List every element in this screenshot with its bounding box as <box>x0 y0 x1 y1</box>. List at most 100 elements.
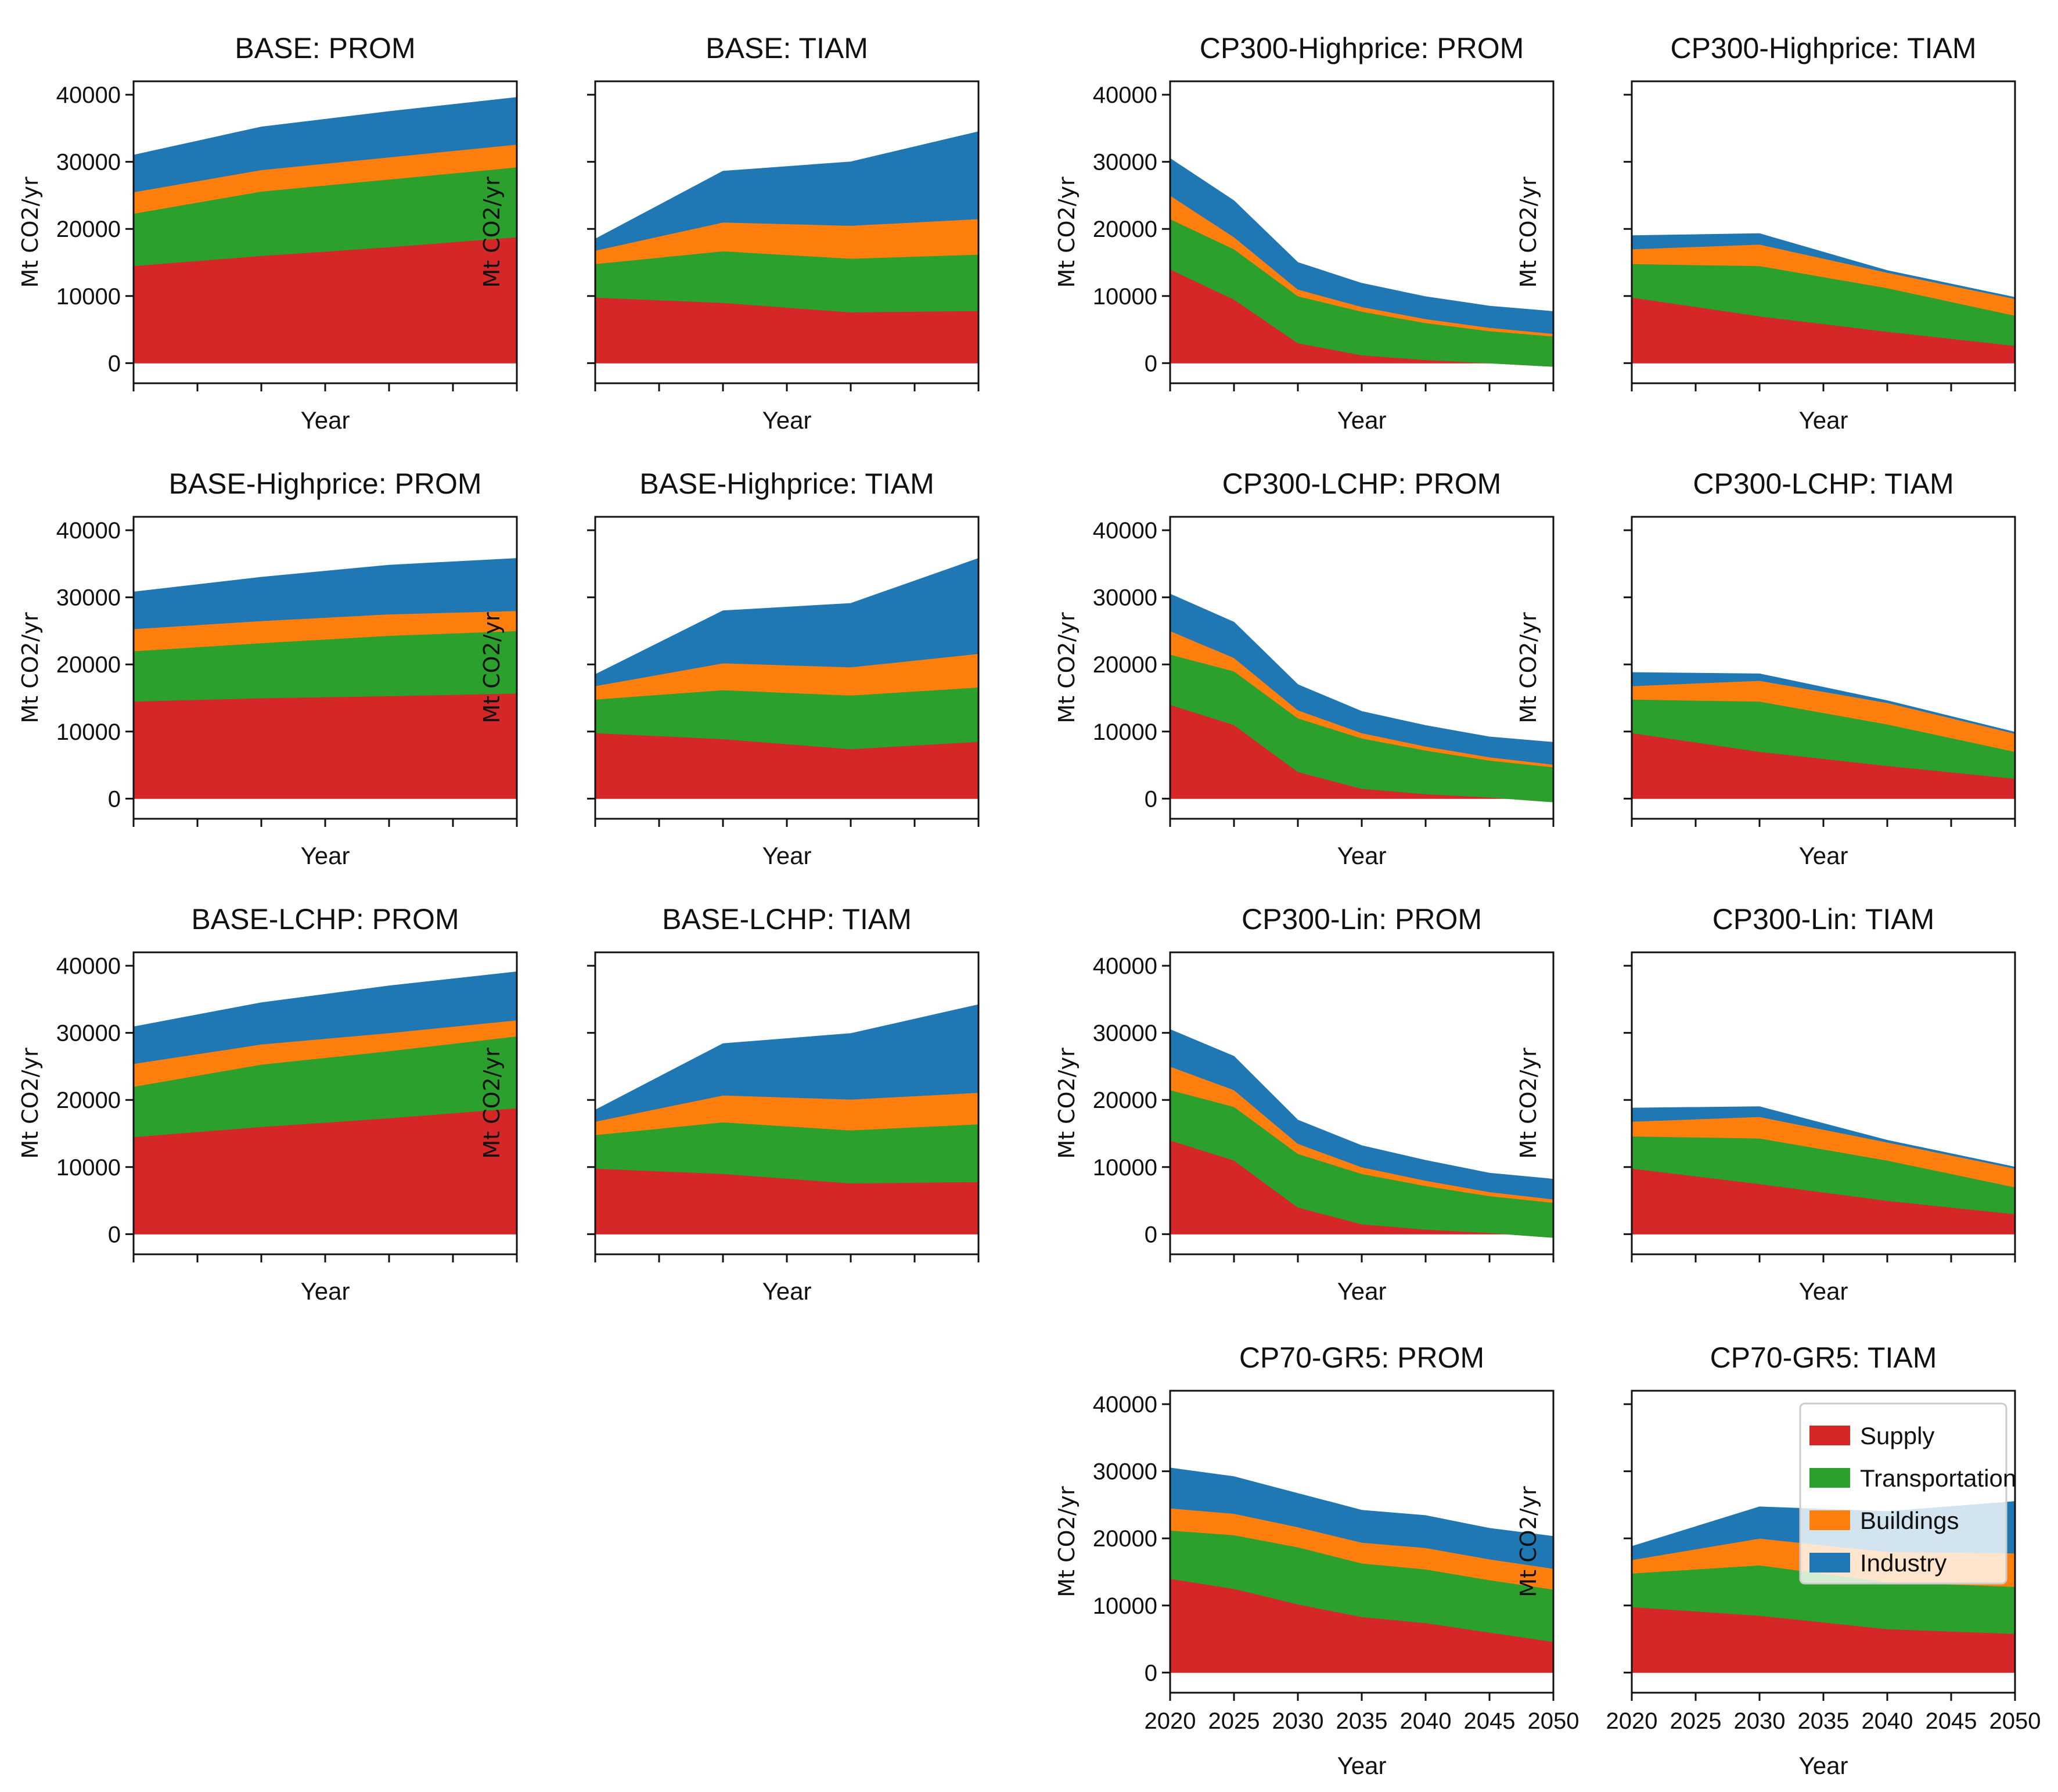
x-tick-label: 2050 <box>1528 1708 1580 1734</box>
panel-cp300-lin-tiam: CP300-Lin: TIAM Year Mt CO2/yr <box>1516 903 2016 1305</box>
y-axis-label: Mt CO2/yr <box>17 1048 43 1159</box>
y-tick-label: 40000 <box>56 953 121 979</box>
legend-label-supply: Supply <box>1860 1422 1934 1449</box>
y-tick-label: 30000 <box>56 585 121 611</box>
panel-title: BASE-LCHP: PROM <box>191 903 459 935</box>
x-axis-label: Year <box>301 842 350 869</box>
panel-title: BASE-LCHP: TIAM <box>662 903 912 935</box>
y-tick-label: 40000 <box>1093 953 1157 979</box>
y-tick-label: 30000 <box>56 150 121 175</box>
y-axis-label: Mt CO2/yr <box>479 612 505 724</box>
x-axis-label: Year <box>1799 1278 1848 1305</box>
x-tick-label: 2020 <box>1145 1708 1196 1734</box>
y-tick-label: 30000 <box>56 1021 121 1046</box>
y-tick-label: 20000 <box>1093 1526 1157 1552</box>
panel-cp70-gr5-prom: 0 10000 20000 30000 40000 2020 2025 2030 2035 204… <box>1054 1341 1579 1779</box>
y-tick-label: 0 <box>108 351 121 376</box>
y-tick-label: 40000 <box>56 82 121 108</box>
y-tick-label: 0 <box>1145 1660 1157 1686</box>
y-tick-label: 20000 <box>56 217 121 242</box>
x-tick-label: 2025 <box>1208 1708 1260 1734</box>
x-axis-label: Year <box>1337 1278 1387 1305</box>
area-supply <box>133 693 517 799</box>
y-axis-label: Mt CO2/yr <box>17 177 43 288</box>
y-tick-label: 0 <box>1145 1222 1157 1247</box>
panel-cp300-highprice-tiam: CP300-Highprice: TIAM Year Mt CO2/yr <box>1516 32 2016 434</box>
y-axis-label: Mt CO2/yr <box>1054 1048 1080 1159</box>
y-tick-label: 20000 <box>1093 217 1157 242</box>
y-tick-label: 40000 <box>56 518 121 544</box>
x-tick-label: 2025 <box>1670 1708 1722 1734</box>
x-tick-label: 2020 <box>1606 1708 1658 1734</box>
y-tick-label: 0 <box>1145 786 1157 812</box>
x-axis-label: Year <box>301 1278 350 1305</box>
y-tick-label: 20000 <box>1093 652 1157 678</box>
panel-base-highprice-prom: 0 10000 20000 30000 40000 BASE-Highprice: PRO… <box>17 467 518 869</box>
x-axis-label: Year <box>762 1278 812 1305</box>
panel-base-tiam: BASE: TIAM Year Mt CO2/yr <box>479 32 980 434</box>
panel-title: CP70-GR5: PROM <box>1239 1341 1484 1374</box>
legend-swatch-industry <box>1809 1553 1850 1573</box>
legend: Supply Transportation Buildings Industry <box>1799 1402 2016 1585</box>
panel-base-highprice-tiam: BASE-Highprice: TIAM Year Mt CO2/yr <box>479 467 980 869</box>
panel-title: CP300-Highprice: PROM <box>1200 32 1524 64</box>
x-axis-label: Year <box>1337 406 1387 434</box>
panel-title: BASE-Highprice: TIAM <box>639 467 934 500</box>
x-axis-label: Year <box>1799 1752 1848 1779</box>
y-tick-label: 20000 <box>1093 1088 1157 1113</box>
legend-swatch-supply <box>1809 1426 1850 1445</box>
legend-box <box>1799 1402 2007 1585</box>
panel-title: CP70-GR5: TIAM <box>1710 1341 1937 1374</box>
y-tick-label: 10000 <box>1093 1593 1157 1619</box>
y-axis-label: Mt CO2/yr <box>1516 612 1541 724</box>
legend-swatch-transportation <box>1809 1468 1850 1488</box>
x-tick-label: 2035 <box>1336 1708 1388 1734</box>
panel-cp300-lchp-prom: 0 10000 20000 30000 40000 CP300-LCHP: PROM Yea… <box>1054 467 1555 869</box>
panel-cp300-highprice-prom: 0 10000 20000 30000 40000 CP300-Highprice: PR… <box>1054 32 1555 434</box>
legend-label-industry: Industry <box>1860 1549 1947 1577</box>
x-axis-label: Year <box>1799 842 1848 869</box>
panel-cp300-lin-prom: 0 10000 20000 30000 40000 CP300-Lin: PROM Year… <box>1054 903 1555 1305</box>
panel-base-lchp-tiam: BASE-LCHP: TIAM Year Mt CO2/yr <box>479 903 980 1305</box>
panel-title: BASE: PROM <box>235 32 415 64</box>
x-axis-label: Year <box>1337 1752 1387 1779</box>
y-tick-label: 10000 <box>1093 1155 1157 1181</box>
y-tick-label: 20000 <box>56 1088 121 1113</box>
panel-title: BASE-Highprice: PROM <box>168 467 481 500</box>
x-axis-label: Year <box>762 842 812 869</box>
y-tick-label: 10000 <box>56 284 121 310</box>
legend-swatch-buildings <box>1809 1510 1850 1530</box>
y-tick-label: 30000 <box>1093 150 1157 175</box>
panel-base-prom: 0 10000 20000 30000 40000 BASE: PROM Year Mt CO… <box>17 32 518 434</box>
y-axis-label: Mt CO2/yr <box>1054 612 1080 724</box>
y-tick-label: 30000 <box>1093 585 1157 611</box>
panel-base-lchp-prom: 0 10000 20000 30000 40000 BASE-LCHP: PROM Year… <box>17 903 518 1305</box>
x-axis-label: Year <box>301 406 350 434</box>
x-axis-label: Year <box>1337 842 1387 869</box>
x-tick-label: 2040 <box>1400 1708 1452 1734</box>
y-tick-label: 0 <box>1145 351 1157 376</box>
panel-title: CP300-Lin: PROM <box>1242 903 1482 935</box>
panel-title: BASE: TIAM <box>706 32 868 64</box>
panel-title: CP300-LCHP: PROM <box>1222 467 1502 500</box>
y-tick-label: 0 <box>108 1222 121 1247</box>
legend-label-buildings: Buildings <box>1860 1507 1959 1534</box>
y-tick-label: 10000 <box>56 1155 121 1181</box>
y-tick-label: 30000 <box>1093 1021 1157 1046</box>
legend-label-transportation: Transportation <box>1860 1464 2016 1492</box>
y-axis-label: Mt CO2/yr <box>1516 1048 1541 1159</box>
panel-cp300-lchp-tiam: CP300-LCHP: TIAM Year Mt CO2/yr <box>1516 467 2016 869</box>
y-axis-label: Mt CO2/yr <box>1516 177 1541 288</box>
x-tick-label: 2030 <box>1734 1708 1786 1734</box>
y-tick-label: 10000 <box>1093 719 1157 745</box>
x-axis-label: Year <box>1799 406 1848 434</box>
y-axis-label: Mt CO2/yr <box>1054 177 1080 288</box>
x-tick-label: 2035 <box>1798 1708 1850 1734</box>
x-tick-label: 2030 <box>1272 1708 1324 1734</box>
x-axis-label: Year <box>762 406 812 434</box>
y-tick-label: 10000 <box>56 719 121 745</box>
y-axis-label: Mt CO2/yr <box>17 612 43 724</box>
y-tick-label: 40000 <box>1093 1392 1157 1417</box>
x-tick-label: 2050 <box>1989 1708 2041 1734</box>
